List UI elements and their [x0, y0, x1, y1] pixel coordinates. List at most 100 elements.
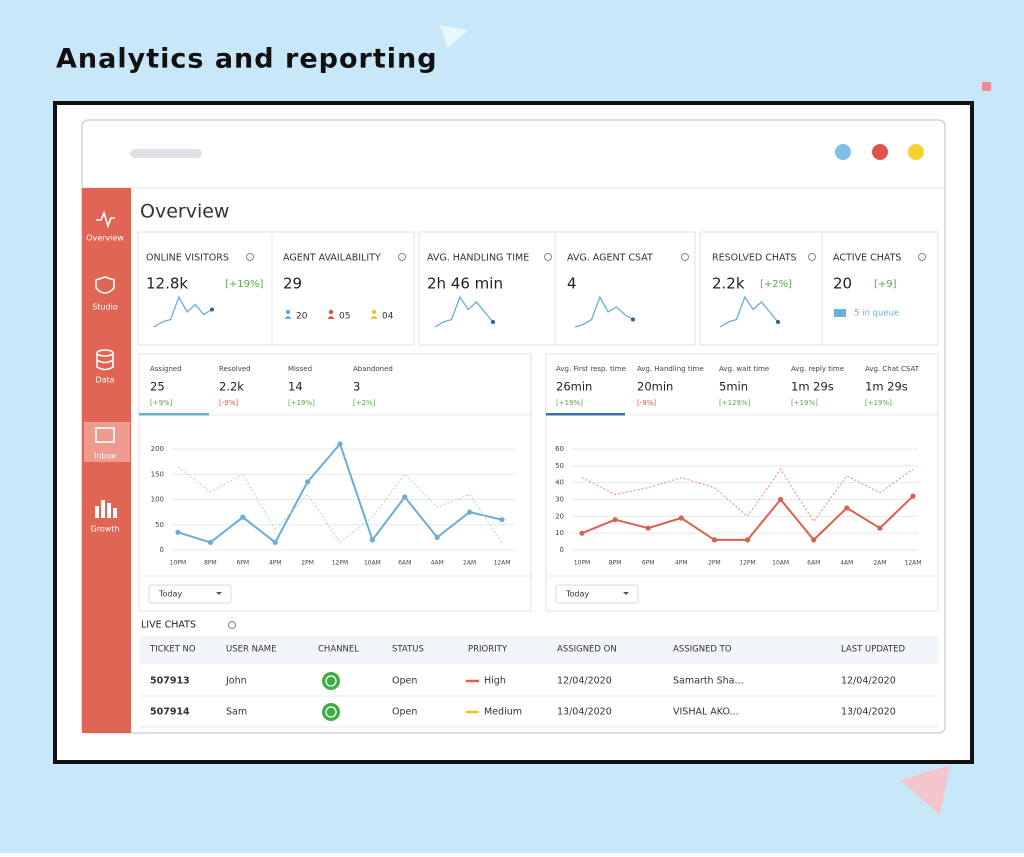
agent-count: 20: [296, 312, 308, 322]
series-point: [175, 529, 181, 535]
column-header: PRIORITY: [468, 645, 508, 655]
series-point: [305, 479, 311, 485]
cell: VISHAL AKO...: [673, 707, 739, 718]
window-dot[interactable]: [835, 144, 851, 160]
kpi-card: [699, 231, 939, 346]
series-point: [402, 494, 408, 500]
series-point: [467, 509, 473, 515]
tab-change: [+19%]: [556, 399, 583, 407]
dropdown[interactable]: [148, 584, 232, 604]
whatsapp-icon: [322, 703, 340, 721]
series-point: [579, 530, 585, 536]
cell: 12/04/2020: [557, 676, 612, 687]
x-tick-label: 6PM: [642, 560, 655, 567]
active-tab: [546, 413, 625, 416]
icon-growth: [107, 503, 111, 518]
agent-count: 04: [382, 312, 394, 322]
y-tick-label: 40: [555, 479, 564, 487]
sparkline-dot: [210, 307, 214, 312]
info-icon: [918, 253, 926, 261]
tab-label: Avg. Chat CSAT: [865, 365, 920, 373]
page-title: Overview: [140, 201, 229, 223]
agent-icon: [284, 316, 292, 319]
column-header: USER NAME: [226, 645, 276, 655]
kpi-change: [+2%]: [760, 279, 792, 290]
agent-count: 05: [339, 312, 350, 322]
series-point: [645, 525, 651, 531]
series-point: [778, 496, 784, 503]
sparkline: [719, 295, 779, 328]
cell: Samarth Sha...: [673, 676, 744, 687]
x-tick-label: 4AM: [431, 560, 444, 567]
info-icon: [228, 621, 236, 629]
table-header-bg: [139, 636, 938, 664]
sparkline-dot: [491, 320, 495, 324]
cell: 13/04/2020: [557, 707, 612, 718]
window-dot[interactable]: [908, 144, 924, 160]
tab-label: Avg. Handling time: [637, 365, 704, 373]
column-header: TICKET NO: [149, 645, 196, 655]
agent-icon: [371, 309, 377, 315]
tab-value: 26min: [556, 380, 592, 394]
whatsapp-icon: [325, 675, 337, 687]
tab-label: Avg. First resp. time: [556, 365, 626, 373]
tab-label: Avg. wait time: [719, 365, 769, 373]
x-tick-label: 2AM: [873, 560, 886, 567]
series-point: [744, 537, 751, 543]
dropdown[interactable]: [555, 584, 639, 604]
whatsapp-icon: [322, 672, 340, 690]
x-tick-label: 12AM: [905, 560, 922, 567]
tab-label: Avg. reply time: [791, 365, 844, 373]
icon-overview: [96, 210, 115, 229]
decor: [982, 82, 991, 91]
y-tick-label: 50: [155, 521, 164, 529]
active-tab: [139, 413, 209, 416]
x-tick-label: 2PM: [708, 560, 721, 567]
series-point: [612, 517, 618, 523]
heading: Analytics and reporting: [56, 44, 438, 75]
info-icon: [246, 253, 254, 261]
x-tick-label: 10PM: [170, 560, 186, 567]
info-icon: [808, 253, 816, 261]
x-tick-label: 4PM: [269, 560, 282, 567]
cell: Sam: [226, 707, 247, 718]
series-point: [272, 539, 278, 546]
info-icon: [398, 253, 406, 261]
column-header: ASSIGNED ON: [557, 645, 617, 655]
sidebar-label: Overview: [86, 234, 124, 243]
whatsapp-icon: [325, 706, 337, 718]
y-tick-label: 60: [555, 445, 564, 453]
kpi-value: 2.2k: [712, 275, 745, 293]
y-tick-label: 200: [151, 445, 164, 453]
icon-data: [96, 353, 114, 371]
x-tick-label: 8PM: [609, 560, 622, 567]
info-icon: [681, 253, 689, 261]
kpi-value: 4: [567, 275, 577, 293]
series-point: [678, 515, 684, 521]
window-dot[interactable]: [872, 144, 888, 160]
tab-change: [+19%]: [791, 399, 818, 407]
sparkline: [434, 295, 494, 328]
cell: 12/04/2020: [841, 676, 896, 687]
cell: Open: [392, 676, 417, 687]
kpi-value: 20: [833, 275, 852, 293]
sidebar-label: Studio: [92, 303, 118, 312]
tab-change: [+129%]: [719, 399, 751, 407]
tab-change: [+2%]: [353, 399, 376, 407]
tab-change: [+9%]: [150, 399, 173, 407]
series-point: [337, 441, 343, 447]
x-tick-label: 6AM: [398, 560, 411, 567]
series-point: [434, 534, 440, 540]
table-title: LIVE CHATS: [141, 620, 196, 631]
y-tick-label: 150: [151, 470, 164, 478]
x-tick-label: 10PM: [574, 560, 590, 567]
x-tick-label: 12PM: [739, 560, 755, 567]
sidebar-label: Inbox: [94, 452, 116, 461]
x-tick-label: 12AM: [494, 560, 511, 567]
series-point: [877, 525, 883, 531]
agent-icon: [327, 316, 335, 319]
kpi-label: ACTIVE CHATS: [833, 253, 901, 264]
tab-label: Missed: [288, 365, 312, 373]
